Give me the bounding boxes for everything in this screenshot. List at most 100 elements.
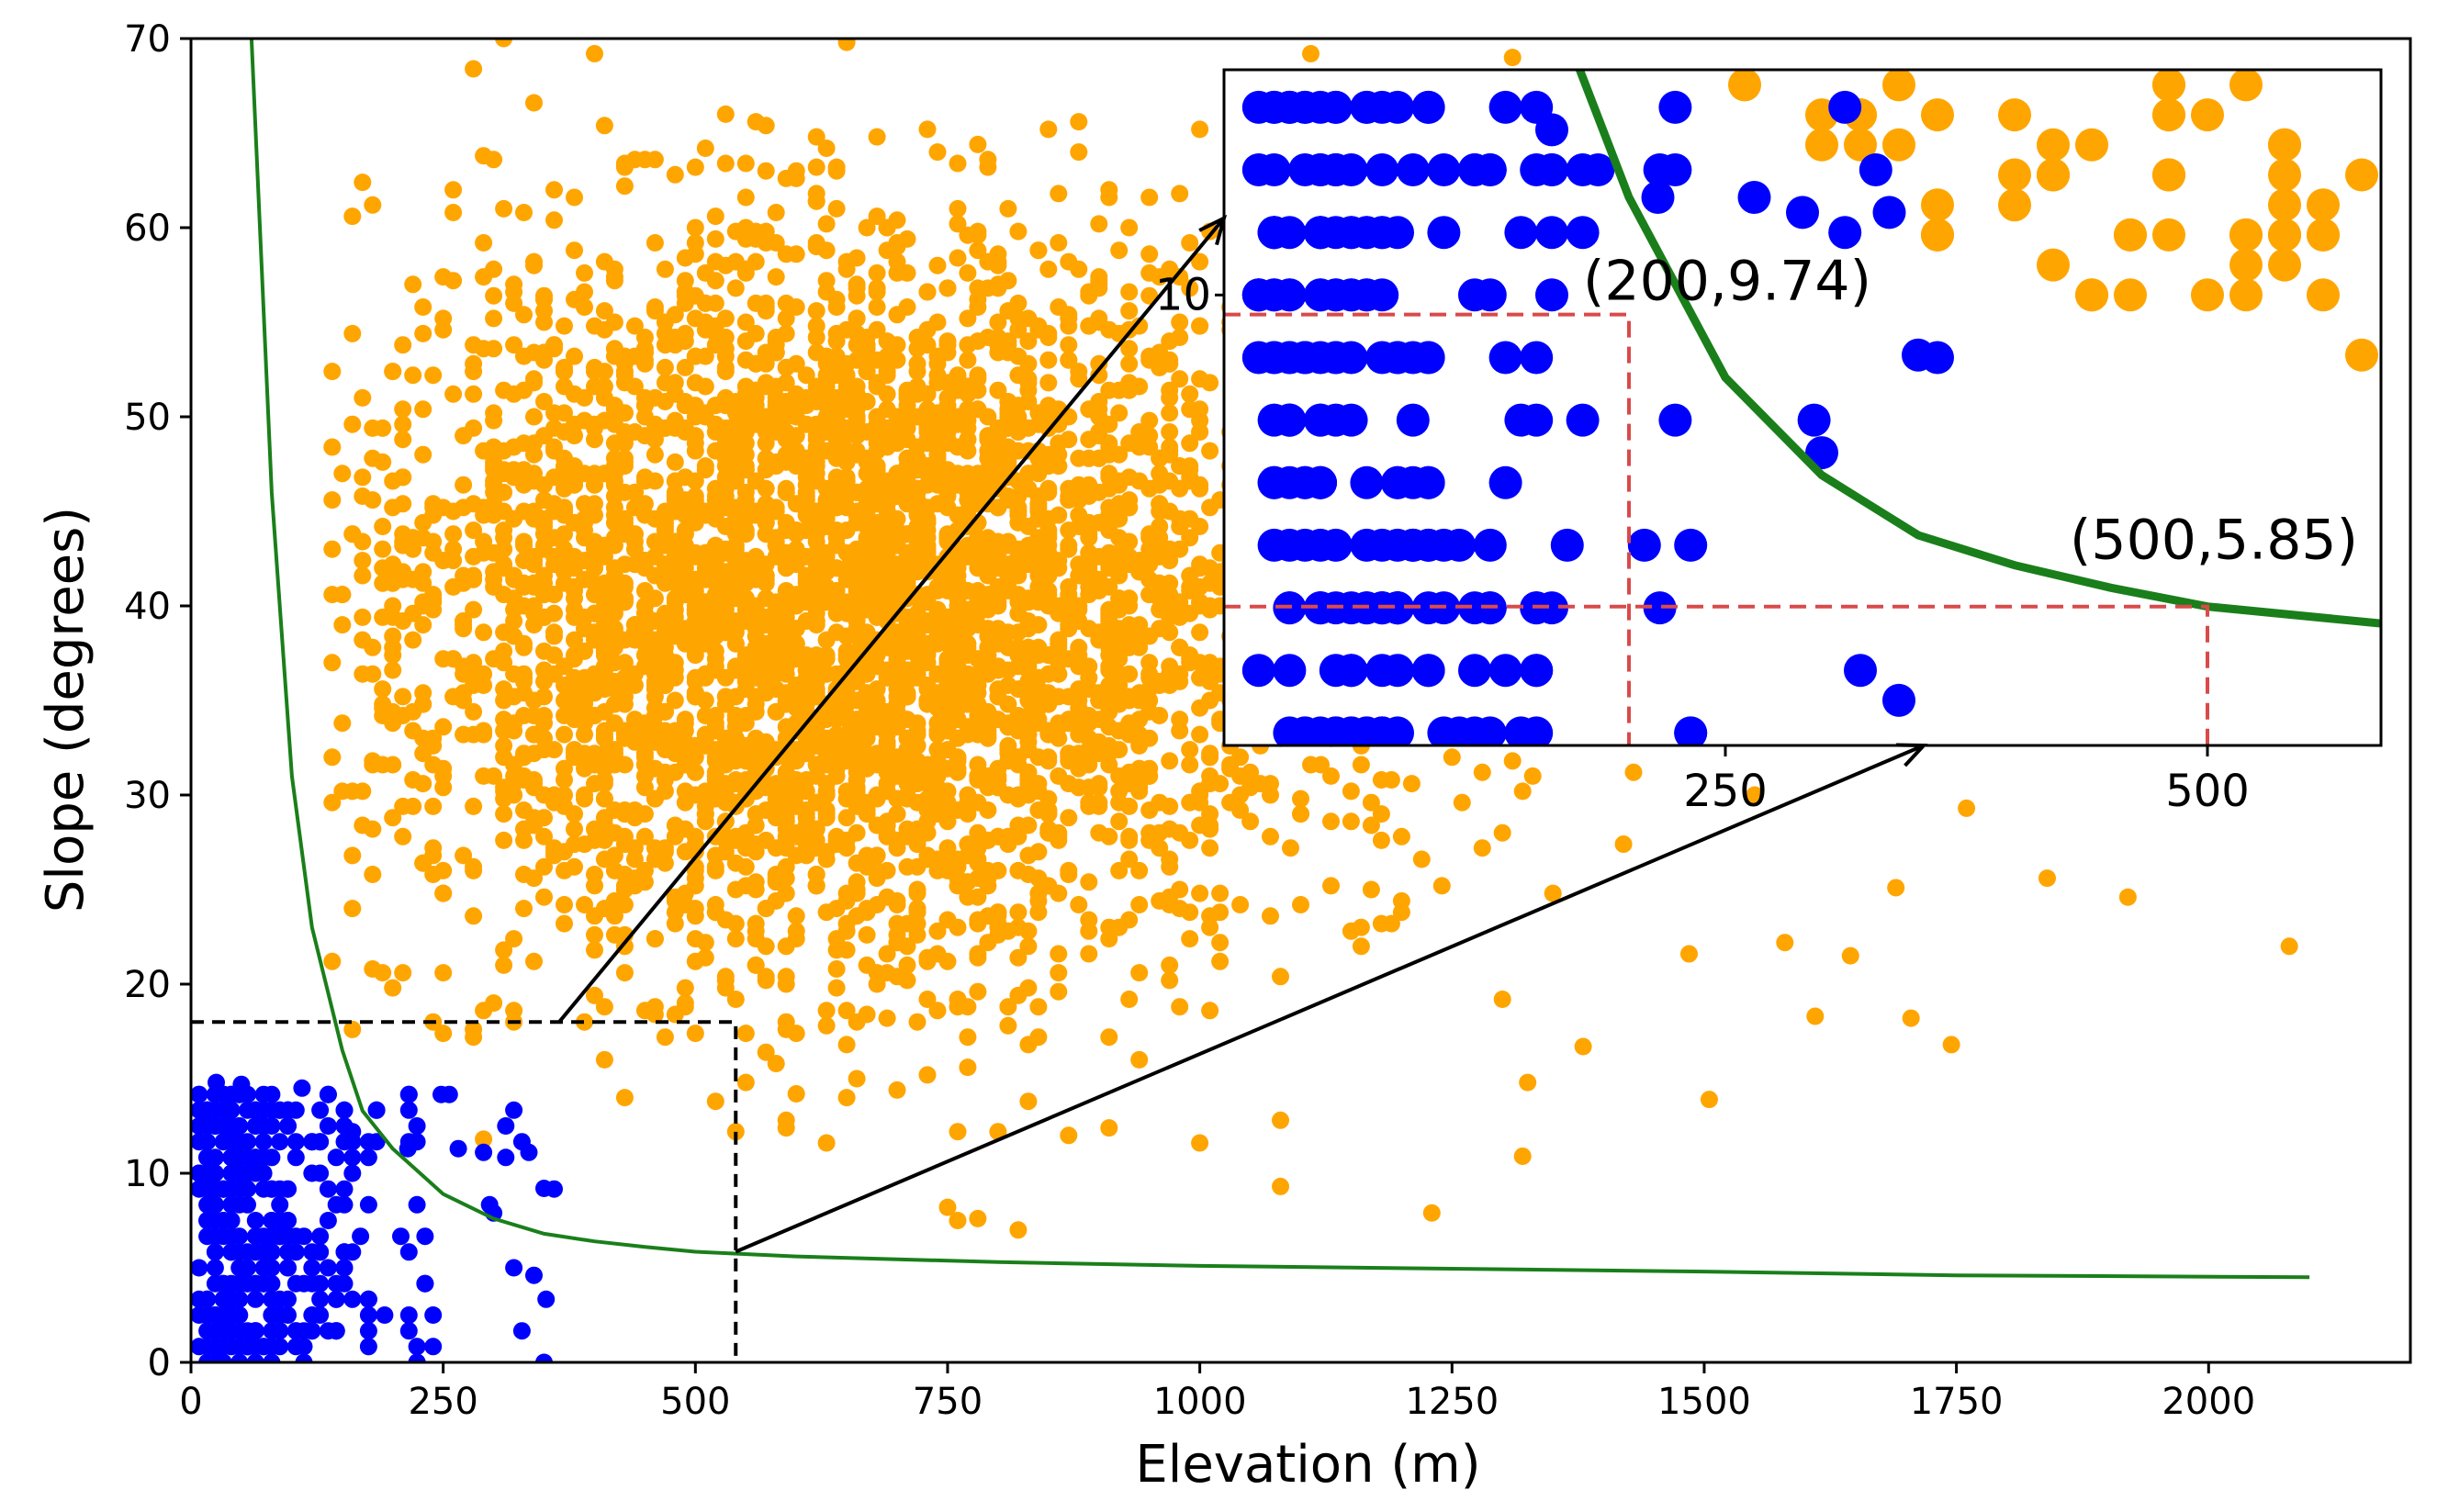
orange-point [1191, 725, 1209, 744]
orange-point [898, 688, 916, 706]
orange-point [1342, 812, 1360, 831]
blue-point [367, 1101, 386, 1119]
orange-point [576, 388, 593, 407]
orange-point [605, 861, 623, 879]
orange-point [566, 805, 583, 823]
orange-point [969, 982, 987, 1001]
orange-point [1140, 245, 1159, 263]
x-tick-label: 1500 [1657, 1381, 1751, 1423]
orange-point [686, 158, 704, 176]
orange-point [938, 805, 957, 823]
orange-point [696, 377, 714, 396]
orange-point [757, 479, 775, 498]
orange-point [868, 263, 886, 282]
blue-point [263, 1180, 281, 1198]
orange-point [485, 570, 503, 588]
orange-point [676, 782, 694, 801]
orange-point [928, 922, 947, 940]
inset-blue-point [1458, 716, 1491, 745]
inset-orange-point [2229, 218, 2263, 252]
orange-point [515, 900, 533, 918]
orange-point [434, 718, 453, 736]
orange-point [1171, 313, 1189, 331]
blue-point [497, 1117, 515, 1135]
inset-blue-point [1828, 216, 1862, 250]
orange-point [1019, 479, 1038, 498]
blue-point [399, 1139, 417, 1158]
orange-point [908, 521, 927, 540]
orange-point [656, 260, 674, 278]
orange-point [767, 839, 785, 857]
orange-point [848, 1013, 866, 1031]
orange-point [999, 272, 1017, 290]
orange-point [1191, 370, 1209, 388]
orange-point [848, 279, 866, 297]
orange-point [364, 638, 382, 656]
blue-point [408, 1338, 426, 1356]
orange-point [797, 468, 815, 487]
orange-point [566, 631, 583, 649]
orange-point [949, 1212, 967, 1229]
orange-point [1191, 252, 1209, 271]
inset-blue-point [1411, 528, 1445, 562]
orange-point [1191, 623, 1209, 642]
inset-orange-point [1921, 188, 1954, 222]
orange-point [1181, 654, 1199, 672]
orange-point [1080, 668, 1098, 687]
orange-point [595, 790, 613, 808]
orange-point [1110, 495, 1129, 513]
blue-point [343, 1148, 362, 1167]
inset-blue-point [1319, 90, 1353, 124]
orange-point [726, 914, 745, 933]
orange-point [1130, 638, 1149, 656]
blue-point [198, 1290, 217, 1308]
orange-point [1029, 998, 1048, 1016]
orange-point [868, 975, 886, 993]
orange-point [979, 638, 997, 656]
x-tick-label: 1750 [1910, 1381, 2004, 1423]
x-tick-label: 1000 [1153, 1381, 1247, 1423]
orange-point [1362, 793, 1380, 812]
orange-point [817, 593, 836, 611]
orange-point [354, 174, 372, 192]
orange-point [1090, 366, 1108, 385]
orange-point [1201, 657, 1219, 676]
orange-point [1039, 351, 1058, 369]
inset-blue-point [1458, 591, 1491, 625]
orange-point [807, 582, 825, 599]
orange-point [566, 857, 583, 876]
inset-annotations: (200,9.74)(500,5.85) [1583, 250, 2358, 573]
orange-point [1292, 805, 1309, 823]
orange-point [343, 846, 362, 865]
orange-point [817, 563, 836, 581]
y-tick-label: 60 [124, 207, 171, 250]
orange-point [1392, 827, 1410, 846]
blue-point [263, 1227, 281, 1246]
orange-point [1181, 385, 1199, 403]
orange-point [1191, 555, 1209, 574]
orange-point [615, 896, 634, 913]
blue-point [246, 1353, 264, 1362]
orange-point [354, 608, 372, 626]
orange-point [696, 408, 714, 426]
orange-point [666, 903, 684, 922]
orange-point [949, 215, 967, 233]
orange-point [323, 491, 342, 510]
blue-point [214, 1290, 232, 1308]
connector-arrowhead [1198, 214, 1228, 246]
orange-point [586, 45, 603, 62]
inset-blue-point [1381, 341, 1414, 375]
orange-point [807, 393, 825, 410]
orange-point [736, 188, 755, 207]
y-tick-label: 50 [124, 397, 171, 439]
orange-point [858, 846, 876, 865]
orange-point [414, 400, 432, 419]
orange-point [374, 964, 392, 982]
orange-point [767, 665, 785, 683]
orange-point [1171, 540, 1189, 558]
orange-point [656, 623, 674, 642]
orange-point [556, 363, 573, 381]
orange-point [1140, 188, 1159, 207]
orange-point [1050, 185, 1068, 203]
blue-point [263, 1117, 281, 1135]
